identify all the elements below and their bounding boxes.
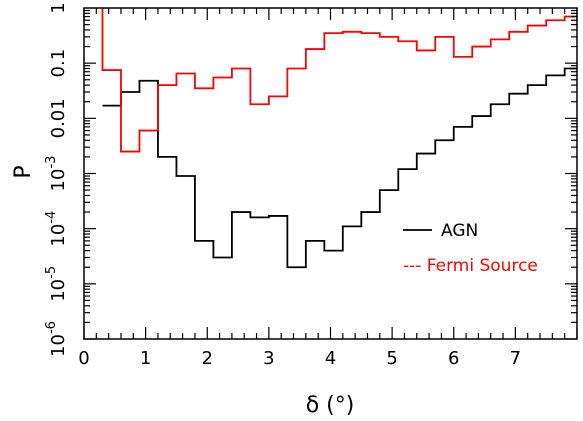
svg-text:10-3: 10-3 <box>44 156 69 192</box>
plot-frame <box>83 7 578 340</box>
svg-text:0.1: 0.1 <box>48 49 69 78</box>
x-tick-label: 4 <box>325 348 336 369</box>
x-tick-label: 5 <box>386 348 397 369</box>
svg-text:1: 1 <box>48 2 69 13</box>
legend: AGN --- Fermi Source <box>403 221 538 276</box>
axes-group <box>83 7 578 340</box>
x-tick-label: 2 <box>202 348 213 369</box>
y-tick-label: 10-3 <box>44 156 69 192</box>
y-tick-label: 10-4 <box>44 211 69 247</box>
x-tick-label: 6 <box>448 348 459 369</box>
svg-text:10-5: 10-5 <box>44 266 69 302</box>
y-tick-label: 0.01 <box>48 98 69 138</box>
series-group <box>101 8 577 269</box>
tick-labels: 0 1 2 3 4 5 6 7 1 0.1 0.01 10-3 10-4 10-5 10-6 <box>44 2 521 369</box>
y-tick-label: 10-5 <box>44 266 69 302</box>
x-axis-label: δ (°) <box>306 393 355 418</box>
legend-label-fermi-source: --- Fermi Source <box>403 256 538 276</box>
svg-text:10-4: 10-4 <box>44 211 69 247</box>
x-tick-label: 7 <box>510 348 521 369</box>
y-axis-label: P <box>11 165 36 178</box>
y-tick-label: 10-6 <box>44 321 69 357</box>
series-agn <box>102 67 577 269</box>
svg-text:10-6: 10-6 <box>44 321 69 357</box>
x-tick-label: 1 <box>140 348 151 369</box>
svg-text:0.01: 0.01 <box>48 98 69 138</box>
legend-label-agn: AGN <box>441 221 478 241</box>
x-tick-label: 0 <box>78 348 89 369</box>
series-fermi-source <box>101 8 577 153</box>
y-tick-label: 0.1 <box>48 49 69 78</box>
y-tick-label: 1 <box>48 2 69 13</box>
x-tick-label: 3 <box>263 348 274 369</box>
